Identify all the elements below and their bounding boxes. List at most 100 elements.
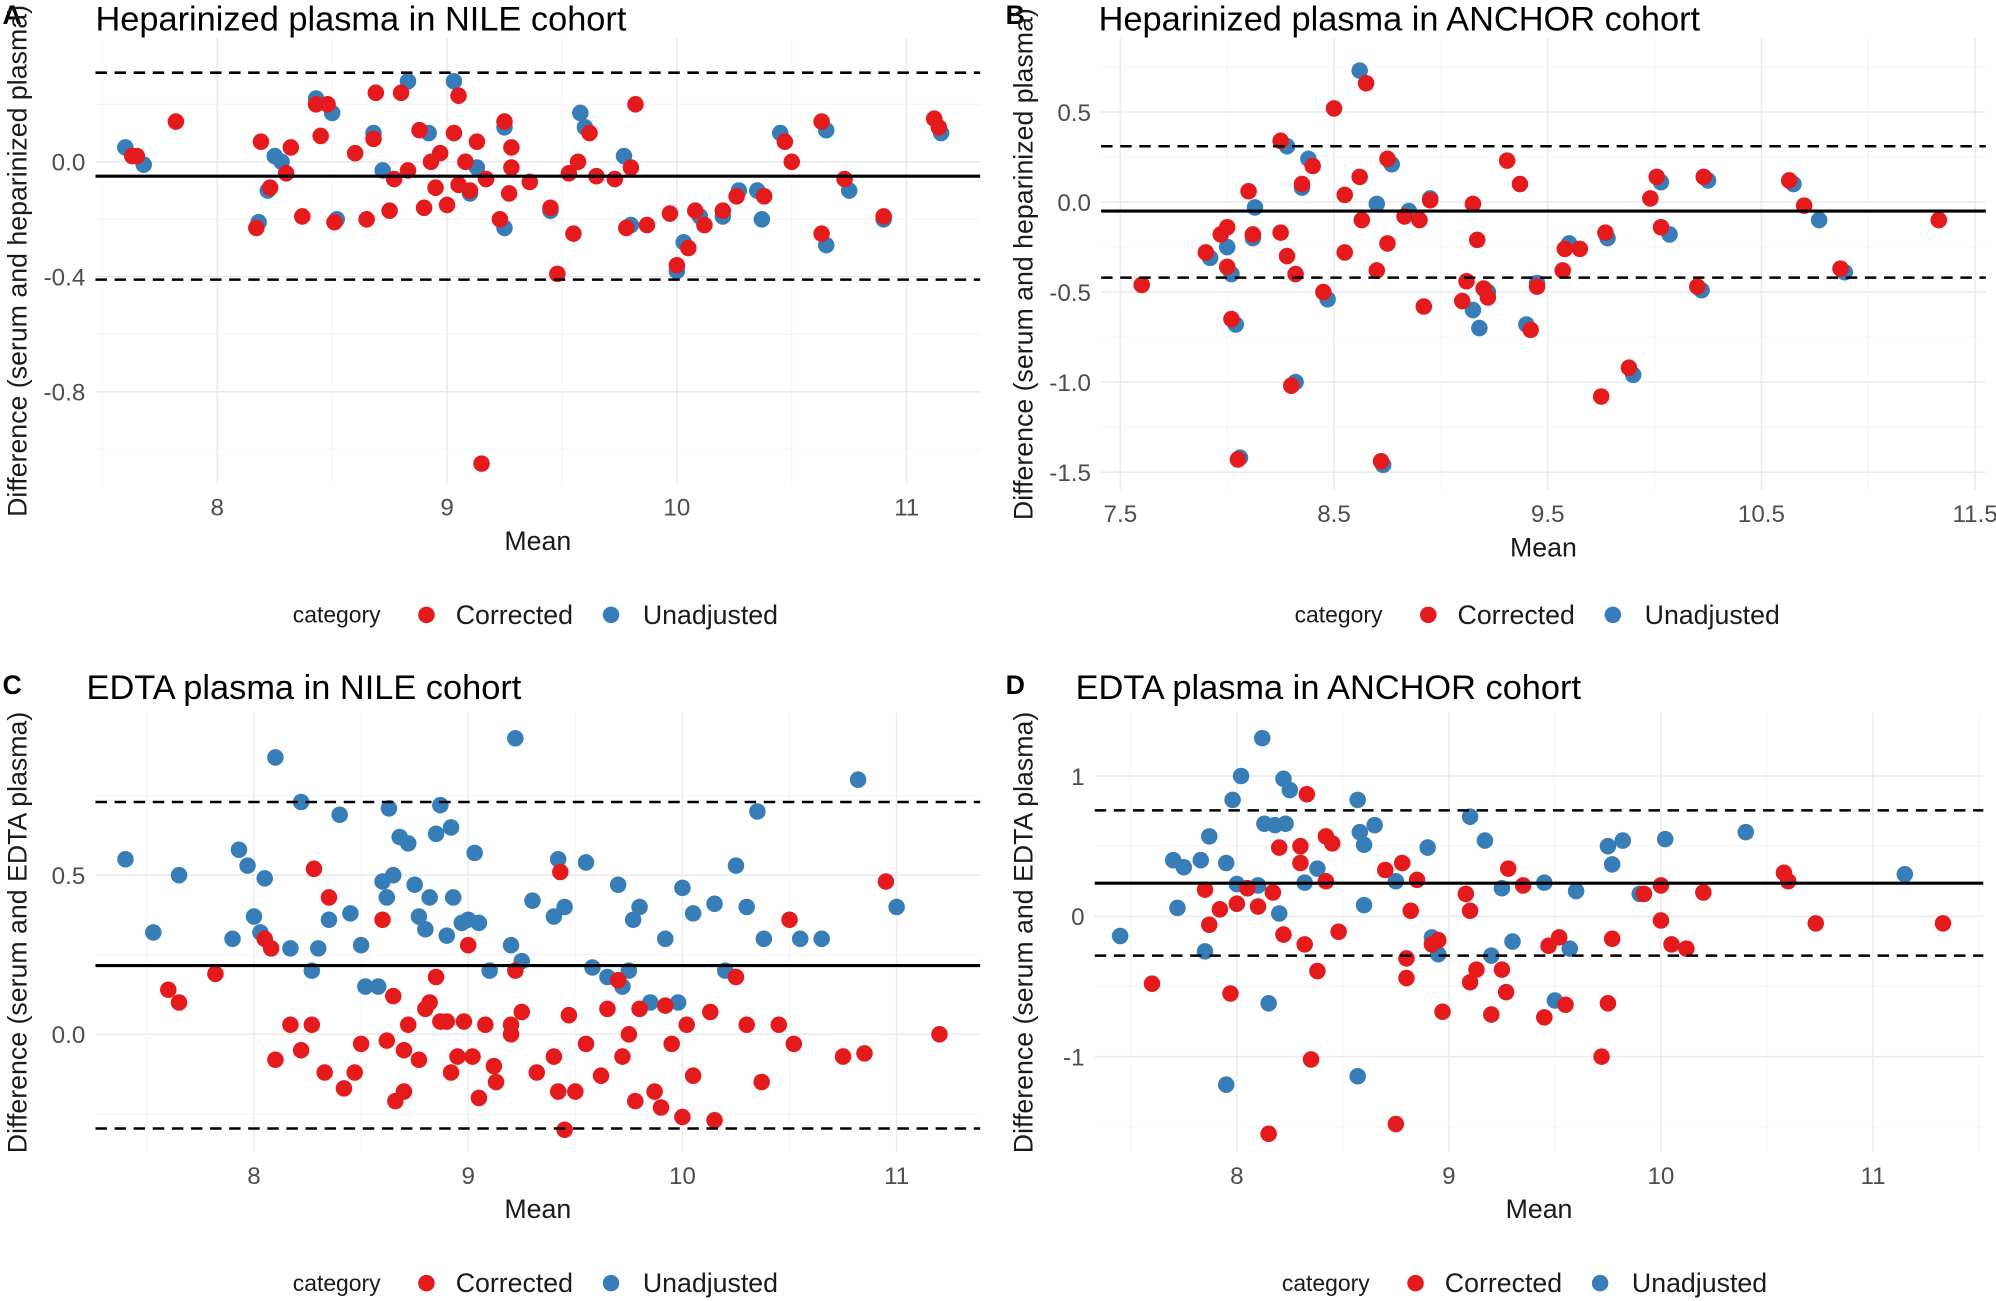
point-corrected bbox=[487, 1073, 505, 1091]
point-corrected bbox=[1648, 168, 1665, 186]
x-axis-title: Mean bbox=[504, 526, 571, 556]
point-unadjusted bbox=[309, 940, 327, 957]
point-unadjusted bbox=[444, 889, 462, 906]
point-corrected bbox=[1278, 247, 1296, 265]
point-unadjusted bbox=[657, 930, 674, 948]
point-corrected bbox=[455, 1013, 473, 1030]
point-corrected bbox=[1376, 861, 1394, 879]
point-corrected bbox=[581, 124, 598, 142]
x-tick-label: 11.5 bbox=[1952, 501, 1996, 528]
x-axis-title: Mean bbox=[1506, 1194, 1573, 1224]
x-tick-label: 10 bbox=[1647, 1163, 1674, 1190]
point-corrected bbox=[592, 1067, 610, 1084]
point-corrected bbox=[560, 1006, 578, 1024]
point-unadjusted bbox=[631, 898, 648, 916]
point-corrected bbox=[503, 159, 520, 176]
point-unadjusted bbox=[1504, 933, 1521, 950]
panel-c: 8 9 10 11 0.5 0.0 EDTA plasma in NILE cohort C M… bbox=[3, 669, 981, 1298]
point-unadjusted bbox=[1200, 828, 1218, 845]
point-corrected bbox=[1434, 1003, 1451, 1021]
point-unadjusted bbox=[1169, 899, 1186, 917]
point-corrected bbox=[438, 1013, 456, 1030]
point-corrected bbox=[638, 216, 656, 234]
point-corrected bbox=[1593, 1048, 1610, 1065]
point-unadjusted bbox=[1603, 856, 1621, 873]
legend: category Corrected Unadjusted bbox=[293, 1268, 778, 1298]
point-corrected bbox=[513, 1003, 531, 1021]
point-unadjusted bbox=[378, 889, 396, 906]
point-unadjusted bbox=[352, 936, 370, 954]
point-corrected bbox=[1430, 931, 1447, 949]
point-corrected bbox=[875, 208, 892, 225]
point-unadjusted bbox=[1192, 851, 1210, 869]
point-corrected bbox=[395, 1083, 413, 1100]
point-unadjusted bbox=[572, 104, 589, 122]
point-corrected bbox=[1461, 973, 1479, 991]
legend-label-unadjusted: Unadjusted bbox=[643, 1268, 778, 1298]
point-corrected bbox=[457, 153, 474, 171]
point-corrected bbox=[738, 1016, 755, 1034]
panel-letter: B bbox=[1006, 0, 1025, 30]
point-unadjusted bbox=[1218, 238, 1236, 256]
point-corrected bbox=[770, 1016, 788, 1034]
point-corrected bbox=[1464, 195, 1482, 213]
point-corrected bbox=[1325, 100, 1343, 117]
point-unadjusted bbox=[1387, 872, 1405, 890]
point-unadjusted bbox=[1471, 319, 1488, 337]
point-corrected bbox=[1211, 901, 1229, 918]
point-unadjusted bbox=[384, 866, 402, 884]
panel-b: 7.5 8.5 9.5 10.5 11.5 0.5 0.0 -0.5 -1.0 -1.5 Hepar… bbox=[1006, 0, 1996, 630]
point-corrected bbox=[1270, 839, 1288, 856]
point-unadjusted bbox=[445, 73, 463, 90]
point-corrected bbox=[528, 1064, 546, 1081]
point-corrected bbox=[381, 202, 398, 219]
point-unadjusted bbox=[507, 730, 524, 747]
point-corrected bbox=[1304, 157, 1321, 175]
y-tick-label: 1 bbox=[1071, 764, 1084, 791]
point-unadjusted bbox=[849, 771, 867, 788]
point-unadjusted bbox=[438, 927, 456, 944]
point-unadjusted bbox=[577, 854, 595, 871]
point-unadjusted bbox=[1217, 854, 1235, 872]
point-corrected bbox=[1298, 785, 1316, 803]
point-corrected bbox=[442, 1064, 460, 1081]
point-unadjusted bbox=[753, 211, 771, 228]
point-corrected bbox=[663, 1035, 680, 1053]
x-tick-label: 10.5 bbox=[1738, 501, 1785, 528]
point-corrected bbox=[646, 1083, 663, 1100]
point-corrected bbox=[1218, 218, 1236, 236]
point-corrected bbox=[1283, 377, 1300, 394]
point-corrected bbox=[1780, 172, 1798, 189]
point-corrected bbox=[346, 1064, 363, 1081]
point-unadjusted bbox=[669, 994, 687, 1011]
point-unadjusted bbox=[406, 876, 423, 893]
point-corrected bbox=[1511, 175, 1529, 193]
point-corrected bbox=[374, 911, 391, 929]
point-corrected bbox=[267, 1051, 284, 1069]
point-corrected bbox=[686, 202, 704, 219]
point-corrected bbox=[319, 96, 336, 113]
point-corrected bbox=[1292, 854, 1309, 872]
point-corrected bbox=[1461, 902, 1479, 919]
point-unadjusted bbox=[1737, 823, 1755, 841]
point-unadjusted bbox=[374, 162, 391, 179]
legend: category Corrected Unadjusted bbox=[1295, 600, 1780, 630]
point-corrected bbox=[783, 153, 801, 171]
point-corrected bbox=[503, 139, 520, 156]
point-corrected bbox=[316, 1064, 333, 1081]
legend-key-unadjusted bbox=[602, 1274, 620, 1292]
point-corrected bbox=[160, 981, 177, 999]
point-corrected bbox=[1689, 278, 1706, 295]
point-unadjusted bbox=[224, 930, 241, 948]
x-tick-label: 9.5 bbox=[1531, 501, 1565, 528]
point-corrected bbox=[277, 165, 295, 182]
point-unadjusted bbox=[1277, 815, 1294, 832]
point-corrected bbox=[1272, 224, 1289, 241]
point-unadjusted bbox=[1599, 837, 1617, 855]
point-corrected bbox=[1287, 265, 1304, 283]
point-corrected bbox=[427, 968, 445, 986]
legend-title: category bbox=[1282, 1270, 1370, 1296]
point-unadjusted bbox=[230, 841, 248, 858]
